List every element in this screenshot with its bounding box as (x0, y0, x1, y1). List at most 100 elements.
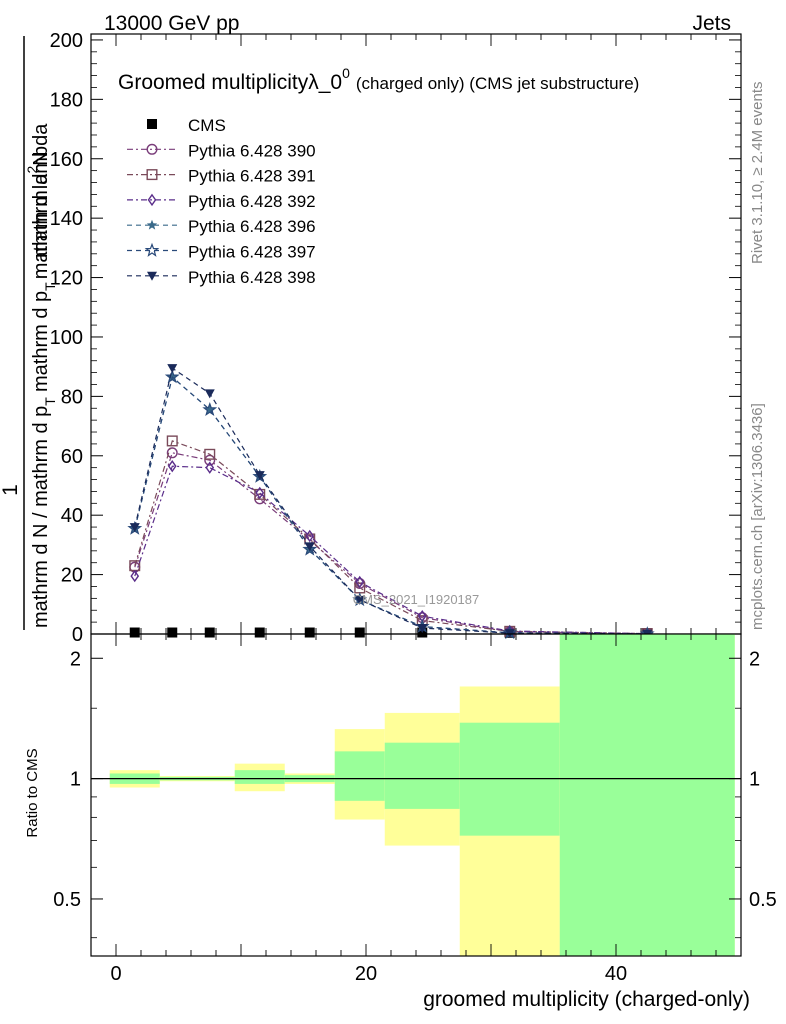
ylabel-num-b: N (30, 151, 52, 165)
y-tick-label: 140 (50, 208, 83, 230)
analysis-watermark: CMS_2021_I1920187 (353, 592, 480, 607)
y-tick-label: 180 (50, 89, 83, 111)
legend-label: Pythia 6.428 391 (188, 167, 316, 186)
main-panel: 0 20 40 60 80 100 120 140 160 180 200 CMS Pythia 6.4… (50, 30, 742, 646)
data-point (205, 461, 215, 474)
chart-title-sup: 0 (342, 65, 350, 81)
legend-label: Pythia 6.428 392 (188, 192, 316, 211)
chart-title: Groomed multiplicityλ_00 (charged only) (… (118, 65, 639, 94)
data-point (255, 486, 265, 500)
ratio-panel: 0 20 40 0.5 0.5 1 1 2 2 (53, 633, 777, 985)
ylabel-den-d: T (42, 282, 58, 291)
ylabel-denominator: mathrm d N / mathrm d pT (30, 397, 58, 628)
data-point (417, 624, 428, 634)
ratio-band-green (334, 751, 385, 801)
legend-marker (146, 219, 158, 230)
series-line (134, 465, 648, 635)
series-line (134, 376, 648, 635)
ylabel-numerator: mathrm d2N (24, 151, 52, 258)
data-point (304, 542, 315, 552)
legend-label: Pythia 6.428 397 (188, 243, 316, 262)
y-tick-label: 80 (61, 386, 83, 408)
ylabel-den-b: T (42, 397, 58, 406)
data-point (167, 459, 177, 473)
ylabel-one: 1 (0, 484, 22, 496)
y-tick-label: 200 (50, 30, 83, 52)
ylabel-den-c: mathrm d pTmathrm d lambda (30, 123, 58, 392)
ratio-tick-label-right: 1 (749, 769, 760, 791)
x-tick-label: 20 (355, 963, 377, 985)
chart-title-main: Groomed multiplicityλ_0 (118, 71, 342, 94)
data-point (305, 529, 315, 543)
ratio-band-green (234, 770, 285, 784)
data-point (167, 627, 178, 638)
data-point (164, 369, 180, 384)
data-point (204, 454, 216, 466)
data-point (204, 404, 215, 415)
legend-label: CMS (188, 116, 226, 135)
legend: CMS Pythia 6.428 390 Pythia 6.428 391 Pythi… (127, 116, 316, 287)
legend-marker (147, 119, 157, 129)
legend-marker (144, 242, 160, 257)
data-point (204, 389, 215, 399)
ratio-y-axis-label: Ratio to CMS (24, 748, 41, 837)
y-tick-label: 160 (50, 149, 83, 171)
mcplots-label: mcplots.cern.ch [arXiv:1306.3436] (749, 403, 766, 630)
data-point (129, 627, 140, 638)
data-point (304, 627, 315, 638)
chart-title-tail: (charged only) (CMS jet substructure) (356, 74, 639, 93)
legend-marker (147, 193, 157, 207)
data-point (202, 401, 218, 416)
data-point (204, 448, 216, 460)
ylabel-num-a: mathrm d (30, 174, 52, 258)
ylabel-den-c-text: mathrm d p (30, 291, 52, 392)
y-tick-label: 100 (50, 327, 83, 349)
data-point (204, 627, 215, 638)
main-y-axis-label: 1 mathrm d N / mathrm d pT mathrm d pTma… (0, 36, 58, 630)
ylabel-den-a: mathrm d N / mathrm d p (30, 406, 52, 628)
data-point (166, 447, 178, 459)
data-point (167, 364, 178, 374)
legend-label: Pythia 6.428 396 (188, 217, 316, 236)
ratio-band-green (559, 634, 735, 956)
ratio-tick-label-right: 2 (749, 648, 760, 670)
header-process: Jets (692, 12, 731, 35)
series-pythia-6-428-392 (130, 459, 652, 640)
data-point (254, 471, 265, 481)
rivet-version-label: Rivet 3.1.10, ≥ 2.4M events (749, 82, 766, 265)
data-point (354, 627, 365, 638)
series-pythia-6-428-391 (129, 435, 653, 640)
legend-label: Pythia 6.428 390 (188, 141, 316, 160)
ratio-band-green (384, 742, 460, 809)
legend-marker (147, 271, 157, 281)
data-point (130, 569, 140, 583)
ratio-tick-label-left: 1 (70, 769, 81, 791)
data-point (166, 435, 178, 447)
ratio-tick-label-left: 0.5 (53, 889, 81, 911)
data-point (302, 541, 318, 556)
y-tick-label: 60 (61, 446, 83, 468)
ylabel-num-sup: 2 (24, 166, 40, 174)
x-tick-label: 40 (605, 963, 627, 985)
y-tick-label: 20 (61, 565, 83, 587)
ylabel-den-e: mathrm d lambda (30, 123, 52, 279)
y-tick-label: 40 (61, 505, 83, 527)
legend-marker (146, 143, 158, 155)
legend-marker (146, 169, 158, 181)
y-tick-label: 120 (50, 268, 83, 290)
data-point (354, 595, 365, 605)
series-line (134, 440, 648, 635)
x-axis-label: groomed multiplicity (charged-only) (423, 988, 750, 1011)
data-point (355, 575, 365, 589)
x-tick-label: 0 (110, 963, 121, 985)
ratio-tick-label-right: 0.5 (749, 889, 777, 911)
ratio-tick-label-left: 2 (70, 648, 81, 670)
y-tick-label: 0 (72, 624, 83, 646)
header-collision: 13000 GeV pp (104, 12, 239, 35)
series-pythia-6-428-390 (129, 447, 653, 640)
legend-label: Pythia 6.428 398 (188, 268, 316, 287)
data-point (129, 523, 140, 533)
data-point (254, 488, 266, 500)
data-point (254, 627, 265, 638)
